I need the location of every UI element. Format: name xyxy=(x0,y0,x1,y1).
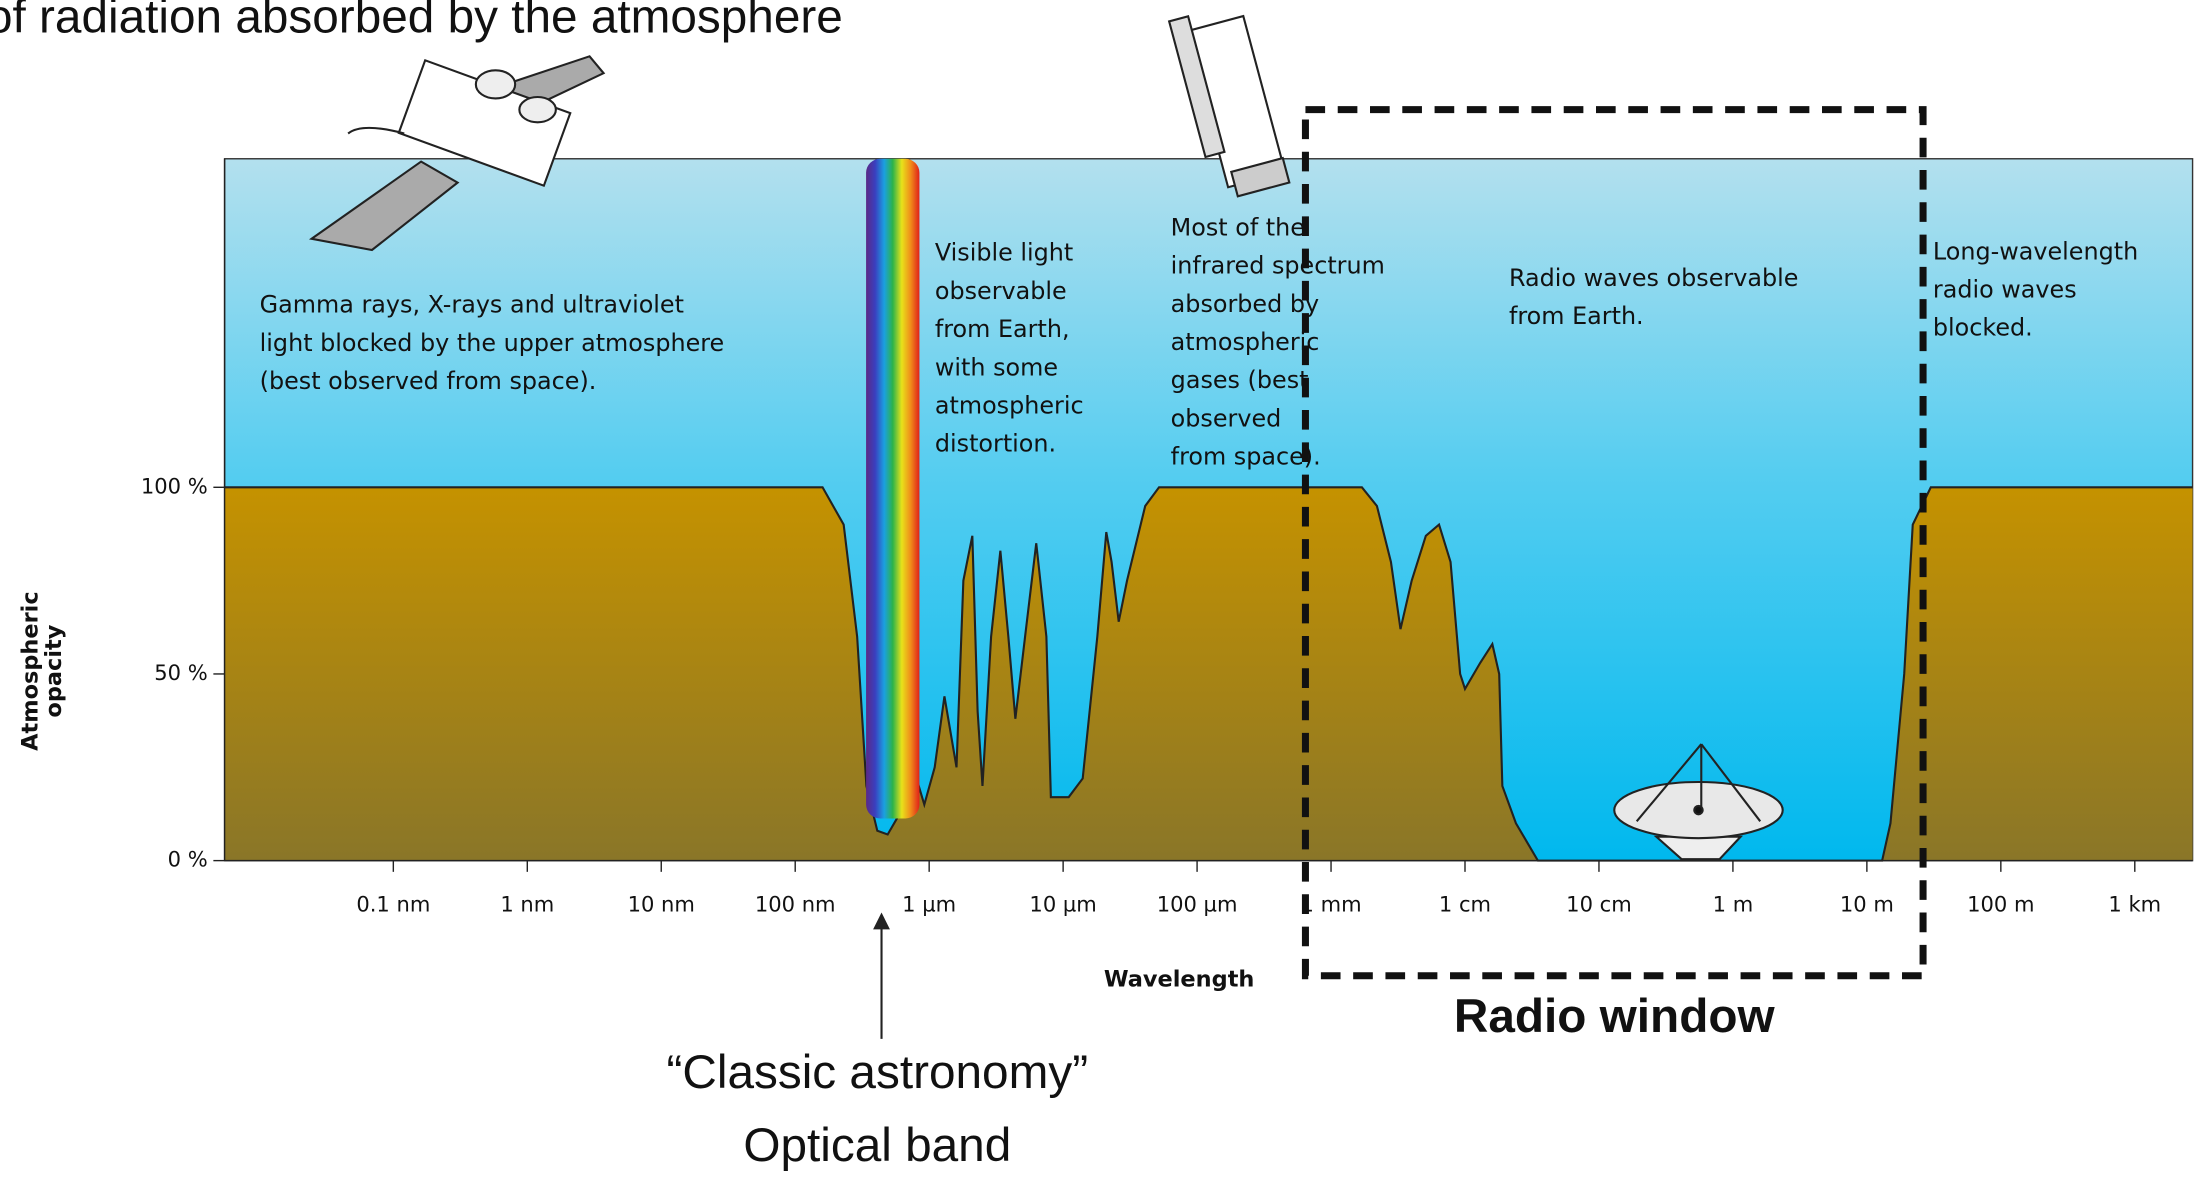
x-tick-label: 100 nm xyxy=(755,892,836,917)
x-tick-label: 100 m xyxy=(1967,892,2034,917)
annotation-line: gases (best xyxy=(1171,366,1309,394)
annotation-line: absorbed by xyxy=(1171,290,1319,318)
annotation-line: (best observed from space). xyxy=(260,367,597,395)
optical-band-label: Optical band xyxy=(743,1119,1011,1172)
annotation-line: Visible light xyxy=(935,239,1073,267)
page: {"chart_data": { "type": "area", "title"… xyxy=(0,0,2201,1178)
visible-spectrum xyxy=(866,159,919,819)
y-tick-label: 0 % xyxy=(168,847,208,872)
annotation-line: with some xyxy=(935,353,1058,381)
annotation-line: light blocked by the upper atmosphere xyxy=(260,329,725,357)
y-tick-label: 50 % xyxy=(154,660,207,685)
annotation-line: from space). xyxy=(1171,443,1321,471)
annotation-line: from Earth, xyxy=(935,315,1070,343)
annotation-line: radio waves xyxy=(1933,275,2077,303)
x-tick-label: 1 cm xyxy=(1439,892,1491,917)
annotation-line: infrared spectrum xyxy=(1171,252,1385,280)
x-tick-label: 1 µm xyxy=(902,892,956,917)
annotation-line: Radio waves observable xyxy=(1509,264,1798,292)
y-tick-label: 100 % xyxy=(141,473,208,498)
x-tick-label: 100 µm xyxy=(1157,892,1238,917)
annotation-line: atmospheric xyxy=(935,391,1084,419)
annotation-line: Most of the xyxy=(1171,213,1305,241)
x-tick-label: 10 µm xyxy=(1029,892,1096,917)
x-tick-label: 10 cm xyxy=(1566,892,1632,917)
annotation-line: distortion. xyxy=(935,430,1056,458)
optical-band-label: “Classic astronomy” xyxy=(667,1046,1089,1099)
x-tick-label: 1 m xyxy=(1713,892,1754,917)
title: of radiation absorbed by the atmosphere xyxy=(0,0,843,43)
annotation-line: from Earth. xyxy=(1509,302,1644,330)
annotation-line: Gamma rays, X-rays and ultraviolet xyxy=(260,291,684,319)
x-tick-label: 10 nm xyxy=(628,892,695,917)
annotation-line: atmospheric xyxy=(1171,328,1320,356)
radio-window-label: Radio window xyxy=(1454,990,1776,1043)
x-tick-label: 1 mm xyxy=(1300,892,1361,917)
x-tick-label: 1 km xyxy=(2108,892,2161,917)
x-tick-label: 1 nm xyxy=(500,892,554,917)
y-axis-label: opacity xyxy=(41,624,67,717)
annotation-line: blocked. xyxy=(1933,314,2033,342)
annotation-line: observed xyxy=(1171,404,1282,432)
annotation-line: observable xyxy=(935,277,1067,305)
annotation-line: Long-wavelength xyxy=(1933,237,2138,265)
y-axis-label: Atmospheric xyxy=(17,591,43,751)
arrow-head xyxy=(873,913,890,930)
x-tick-label: 10 m xyxy=(1840,892,1894,917)
x-axis-label: Wavelength xyxy=(1104,966,1255,992)
x-tick-label: 0.1 nm xyxy=(356,892,430,917)
chart: of radiation absorbed by the atmosphere … xyxy=(0,0,2201,1178)
